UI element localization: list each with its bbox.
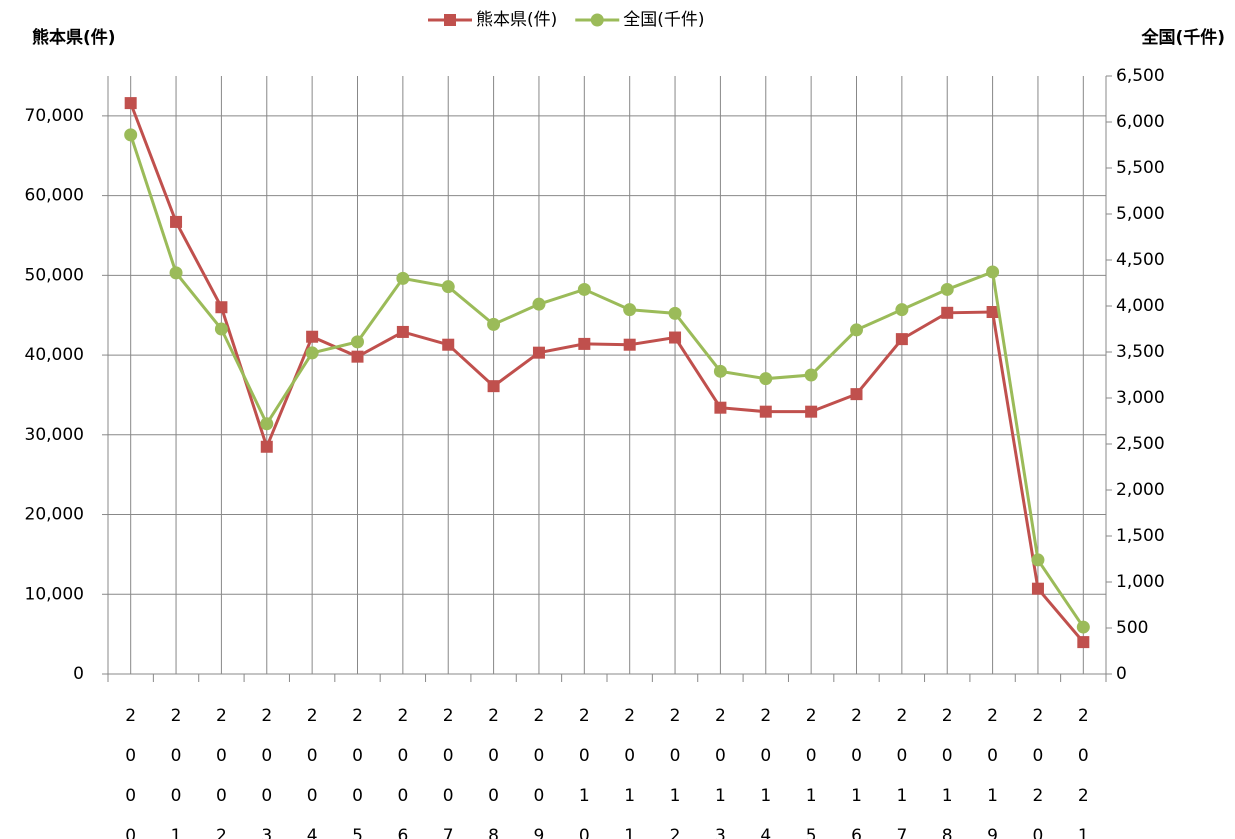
marker — [941, 306, 954, 319]
x-tick-label: 2021 — [1073, 706, 1093, 839]
marker — [396, 271, 410, 285]
marker — [623, 338, 636, 351]
marker — [396, 325, 409, 338]
marker — [215, 301, 228, 314]
series-line — [129, 102, 1085, 644]
legend-marker — [444, 14, 456, 26]
series-line — [129, 134, 1085, 628]
y2-tick-label: 6,500 — [1116, 66, 1165, 86]
y2-tick-label: 3,500 — [1116, 342, 1165, 362]
marker — [260, 417, 274, 431]
x-tick-label: 2004 — [302, 706, 322, 839]
y-axis-title: 熊本県(件) — [32, 27, 116, 48]
marker — [260, 440, 273, 453]
x-tick-label: 2017 — [892, 706, 912, 839]
legend-label: 熊本県(件) — [476, 10, 557, 30]
y-tick-label: 0 — [73, 664, 84, 684]
marker — [668, 306, 682, 320]
y2-tick-label: 6,000 — [1116, 112, 1165, 132]
marker — [759, 372, 773, 386]
x-tick-label: 2005 — [348, 706, 368, 839]
marker — [124, 128, 138, 142]
marker — [351, 335, 364, 349]
marker — [1077, 636, 1090, 649]
x-tick-label: 2003 — [257, 706, 277, 839]
marker — [850, 323, 863, 337]
x-tick-label: 2016 — [847, 706, 867, 839]
y2-tick-label: 2,500 — [1116, 434, 1165, 454]
marker — [487, 380, 500, 393]
marker — [940, 282, 954, 296]
x-tick-label: 2011 — [620, 706, 640, 839]
marker — [306, 330, 319, 343]
x-tick-label: 2001 — [166, 706, 186, 839]
y2-tick-label: 3,000 — [1116, 388, 1165, 408]
marker — [169, 266, 183, 280]
x-tick-label: 2018 — [937, 706, 957, 839]
marker — [1031, 582, 1044, 595]
y2-tick-label: 4,000 — [1116, 296, 1165, 316]
x-tick-label: 2002 — [211, 706, 231, 839]
x-tick-label: 2009 — [529, 706, 549, 839]
legend-marker — [590, 13, 604, 27]
y-tick-label: 20,000 — [25, 505, 84, 525]
marker — [351, 350, 364, 363]
marker — [623, 303, 637, 317]
x-tick-label: 2008 — [484, 706, 504, 839]
marker — [895, 303, 909, 317]
y-tick-label: 50,000 — [25, 265, 84, 285]
x-tick-label: 2010 — [574, 706, 594, 839]
marker — [578, 337, 591, 350]
y2-tick-label: 2,000 — [1116, 480, 1165, 500]
y2-tick-label: 500 — [1116, 618, 1148, 638]
y2-tick-label: 4,500 — [1116, 250, 1165, 270]
marker — [714, 401, 727, 414]
marker — [487, 317, 501, 331]
x-tick-label: 2019 — [983, 706, 1003, 839]
marker — [759, 405, 772, 418]
marker — [441, 280, 455, 294]
x-tick-label: 2000 — [121, 706, 141, 839]
marker — [305, 346, 319, 360]
y2-tick-label: 1,500 — [1116, 526, 1165, 546]
x-tick-label: 2013 — [710, 706, 730, 839]
y2-axis-title: 全国(千件) — [1140, 27, 1225, 48]
marker — [170, 215, 183, 228]
marker — [986, 265, 1000, 279]
y-tick-label: 60,000 — [25, 186, 84, 206]
legend-label: 全国(千件) — [623, 10, 704, 30]
marker — [669, 331, 682, 344]
marker — [895, 333, 908, 346]
marker — [532, 297, 546, 311]
marker — [442, 338, 455, 351]
marker — [1031, 553, 1045, 567]
y-tick-label: 30,000 — [25, 425, 84, 445]
y-tick-label: 10,000 — [25, 584, 84, 604]
y-tick-label: 40,000 — [25, 345, 84, 365]
marker — [804, 368, 818, 382]
marker — [805, 405, 818, 418]
marker — [577, 282, 591, 296]
y2-tick-label: 0 — [1116, 664, 1127, 684]
x-tick-label: 2007 — [438, 706, 458, 839]
x-tick-label: 2006 — [393, 706, 413, 839]
marker — [532, 346, 545, 359]
y2-tick-label: 5,000 — [1116, 204, 1165, 224]
marker — [713, 364, 727, 378]
marker — [124, 97, 137, 110]
marker — [850, 388, 863, 401]
y2-tick-label: 5,500 — [1116, 158, 1165, 178]
marker — [214, 322, 228, 336]
x-tick-label: 2015 — [801, 706, 821, 839]
x-tick-label: 2014 — [756, 706, 776, 839]
x-tick-label: 2012 — [665, 706, 685, 839]
y2-tick-label: 1,000 — [1116, 572, 1165, 592]
y-tick-label: 70,000 — [25, 106, 84, 126]
marker — [1076, 620, 1090, 634]
marker — [986, 306, 999, 319]
x-tick-label: 2020 — [1028, 706, 1048, 839]
